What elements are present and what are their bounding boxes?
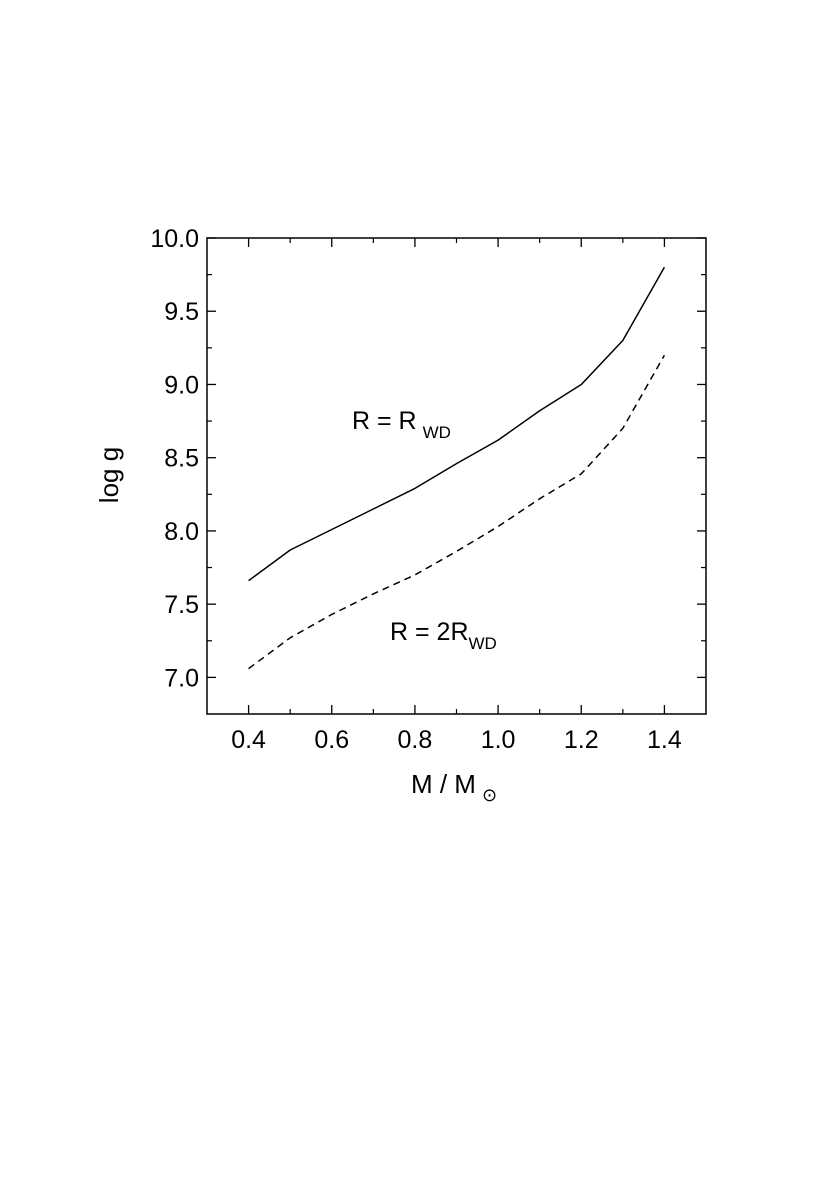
y-axis-label: log g	[94, 447, 124, 503]
annotation-r-wd-sub: WD	[423, 423, 451, 442]
x-axis-label-main: M / M	[411, 769, 476, 799]
x-tick-label: 0.6	[314, 726, 349, 754]
y-tick-label: 7.0	[164, 664, 199, 692]
x-tick-label: 1.4	[647, 726, 682, 754]
x-axis-label: M / M ⊙	[411, 769, 497, 805]
x-axis-label-symbol: ⊙	[482, 785, 497, 805]
annotation-r-wd: R = R WD	[352, 407, 451, 442]
x-tick-label: 0.4	[231, 726, 266, 754]
x-tick-label: 0.8	[398, 726, 433, 754]
y-tick-label: 8.5	[164, 445, 199, 473]
x-tick-label: 1.0	[481, 726, 516, 754]
y-tick-label: 9.0	[164, 371, 199, 399]
annotation-r-2wd-main: R = 2R	[390, 618, 469, 646]
annotation-r-2wd-sub: WD	[469, 634, 497, 653]
annotation-r-wd-main: R = R	[352, 407, 417, 435]
y-tick-label: 9.5	[164, 298, 199, 326]
y-tick-label: 7.5	[164, 591, 199, 619]
y-tick-label: 8.0	[164, 518, 199, 546]
y-tick-label: 10.0	[150, 225, 199, 253]
annotation-r-2wd: R = 2RWD	[390, 618, 497, 653]
axes: 0.4 0.6 0.8 1.0 1.2 1.4 7.0 7.5 8.0 8.5 9.0 9.5 10.0	[150, 225, 707, 754]
x-tick-label: 1.2	[564, 726, 599, 754]
series-line-solid	[248, 266, 666, 582]
data-lines	[248, 266, 666, 670]
